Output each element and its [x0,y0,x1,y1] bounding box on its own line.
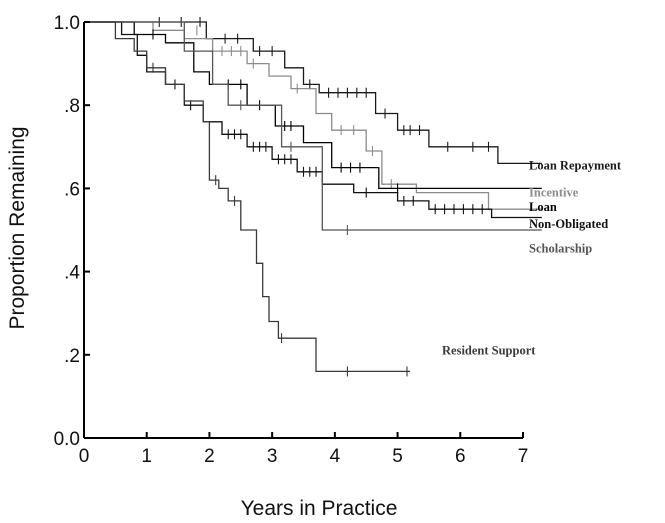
x-tick-label-5: 5 [392,446,403,467]
series-line-scholarship [84,21,542,231]
y-tick-label-2: .4 [64,263,80,284]
series-label-loan: Loan [529,200,557,214]
series-layer [84,17,542,377]
x-ticks: 0 1 2 3 4 5 6 7 [79,432,529,467]
series-label-non-obligated: Non-Obligated [529,217,608,231]
x-tick-label-3: 3 [267,446,278,467]
plot-area: 0 1 2 3 4 5 6 7 0.0 .2 .4 .6 .8 1.0 Loan Repayment In… [54,13,622,467]
x-tick-label-0: 0 [79,446,90,467]
y-tick-label-5: 1.0 [54,13,80,34]
series-label-incentive: Incentive [529,186,579,200]
series-line-resident-support [84,21,411,373]
x-tick-label-2: 2 [204,446,215,467]
series-loan-repayment [84,17,542,165]
series-label-scholarship: Scholarship [529,242,592,256]
series-loan [84,21,542,194]
x-tick-label-4: 4 [330,446,341,467]
y-tick-label-1: .2 [64,346,80,367]
series-scholarship [84,21,542,235]
series-resident-support [84,21,411,377]
x-axis-title: Years in Practice [241,497,398,520]
y-ticks: 0.0 .2 .4 .6 .8 1.0 [54,13,90,450]
y-tick-label-0: 0.0 [54,429,80,450]
x-tick-label-1: 1 [141,446,152,467]
y-axis-title: Proportion Remaining [6,126,29,329]
series-line-loan [84,21,542,190]
y-tick-label-4: .8 [64,96,80,117]
series-label-loan-repayment: Loan Repayment [529,159,622,173]
series-incentive [84,21,542,210]
x-tick-label-7: 7 [518,446,529,467]
y-tick-label-3: .6 [64,179,80,200]
x-tick-label-6: 6 [455,446,466,467]
series-line-loan-repayment [84,21,542,165]
series-line-incentive [84,21,542,210]
series-label-resident-support: Resident Support [442,344,536,358]
